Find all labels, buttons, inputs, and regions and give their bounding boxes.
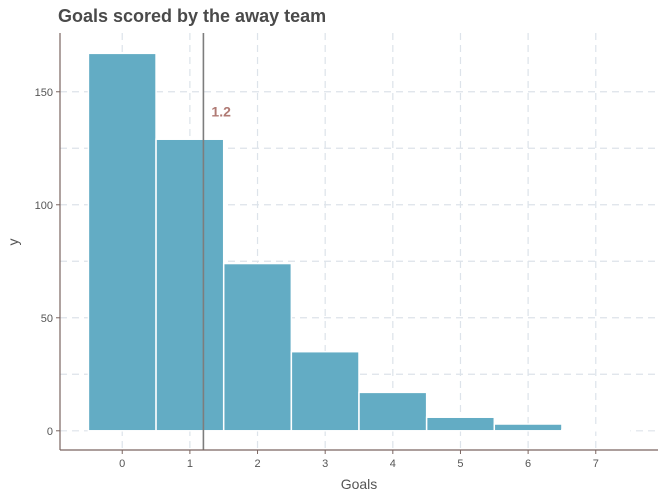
chart-title: Goals scored by the away team: [58, 6, 326, 26]
bar-2: [222, 262, 293, 432]
mean-line-group: 1.2: [202, 33, 231, 450]
y-ticks: 0 50 100 150: [35, 87, 60, 438]
x-axis-title: Goals: [341, 476, 378, 492]
x-tick-label-6: 6: [525, 458, 531, 470]
y-tick-label-150: 150: [35, 87, 53, 99]
y-tick-label-0: 0: [47, 426, 53, 438]
x-tick-label-5: 5: [457, 458, 463, 470]
x-ticks: 0 1 2 3 4 5 6 7: [119, 450, 599, 470]
bars: [87, 52, 631, 432]
bar-4: [358, 391, 428, 432]
x-tick-label-1: 1: [187, 458, 193, 470]
bar-0: [87, 52, 157, 432]
x-tick-label-2: 2: [254, 458, 260, 470]
y-tick-label-100: 100: [35, 200, 53, 212]
x-tick-label-4: 4: [390, 458, 396, 470]
bar-1: [155, 138, 225, 432]
bar-6: [493, 423, 563, 432]
bar-3: [290, 350, 360, 432]
bar-5: [425, 416, 496, 432]
bar-7: [561, 428, 631, 432]
x-tick-label-0: 0: [119, 458, 125, 470]
y-axis-title: y: [5, 239, 21, 246]
y-tick-label-50: 50: [41, 313, 53, 325]
x-tick-label-7: 7: [593, 458, 599, 470]
mean-line-label: 1.2: [211, 104, 231, 120]
axes: [59, 33, 658, 451]
x-tick-label-3: 3: [322, 458, 328, 470]
